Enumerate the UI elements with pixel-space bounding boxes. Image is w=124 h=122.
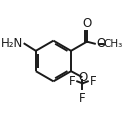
Text: CH₃: CH₃ (104, 39, 123, 49)
Text: F: F (69, 75, 75, 88)
Text: H₂N: H₂N (1, 37, 23, 50)
Text: O: O (78, 71, 88, 84)
Text: O: O (96, 37, 105, 50)
Text: O: O (82, 17, 92, 30)
Text: F: F (79, 92, 86, 105)
Text: F: F (90, 75, 96, 88)
